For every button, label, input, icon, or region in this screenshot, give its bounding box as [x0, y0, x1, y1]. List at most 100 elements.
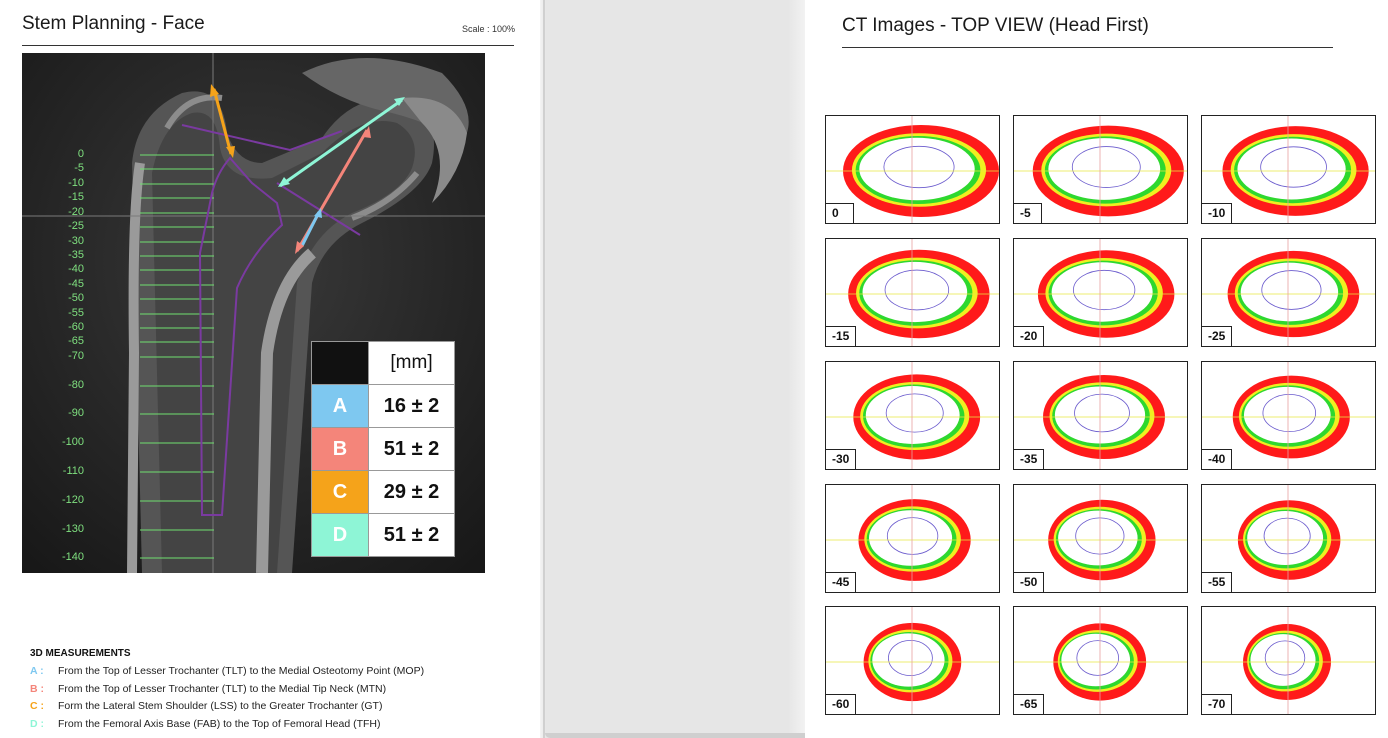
ct-slice-tile: -40 [1201, 361, 1376, 470]
ct-slice-tile: -70 [1201, 606, 1376, 715]
key-b: B [311, 427, 369, 471]
depth-label: -70 [68, 350, 84, 362]
list-item: A : From the Top of Lesser Trochanter (TL… [30, 663, 424, 681]
key-c: C [311, 470, 369, 514]
ct-slice-image [1014, 485, 1187, 592]
ct-slice-label: -15 [826, 326, 857, 346]
unit-header: [mm] [368, 341, 455, 385]
depth-label: -65 [68, 335, 84, 347]
ct-slice-image [1014, 362, 1187, 469]
legend-text-c: Form the Lateral Stem Shoulder (LSS) to … [58, 700, 383, 712]
list-item: D : From the Femoral Axis Base (FAB) to t… [30, 716, 424, 734]
ct-slice-image [826, 239, 999, 346]
depth-scale: 0 -5 -10 -15 -20 -25 -30 -35 -40 -45 -50 -55 -60 -65 -… [22, 53, 92, 573]
ct-slice-label: -55 [1202, 572, 1233, 592]
ct-slice-tile: -50 [1013, 484, 1188, 593]
ct-slice-label: -50 [1014, 572, 1045, 592]
depth-label: -90 [68, 407, 84, 419]
measurements-legend: 3D MEASUREMENTS A : From the Top of Lesse… [30, 648, 424, 733]
ct-slice-label: -40 [1202, 449, 1233, 469]
depth-label: -80 [68, 379, 84, 391]
ct-slice-label: -5 [1014, 203, 1042, 223]
ct-slice-label: -60 [826, 694, 857, 714]
ct-slice-tile: -45 [825, 484, 1000, 593]
title-divider [842, 47, 1333, 48]
depth-label: -45 [68, 278, 84, 290]
depth-label: -120 [61, 494, 84, 506]
depth-label: -25 [68, 220, 84, 232]
depth-label: -60 [68, 321, 84, 333]
value-d: 51 ± 2 [368, 513, 455, 557]
measurements-title: 3D MEASUREMENTS [30, 648, 131, 659]
depth-label: -55 [68, 307, 84, 319]
legend-key-c: C : [30, 700, 44, 712]
ct-slice-label: -35 [1014, 449, 1045, 469]
ct-slice-label: -70 [1202, 694, 1233, 714]
value-b: 51 ± 2 [368, 427, 455, 471]
table-row: C 29 ± 2 [311, 470, 455, 514]
ct-slice-image [1014, 607, 1187, 714]
ct-slice-image [826, 362, 999, 469]
xray-image: 0 -5 -10 -15 -20 -25 -30 -35 -40 -45 -50 -55 -60 -65 -… [22, 53, 485, 573]
ct-slice-tile: -65 [1013, 606, 1188, 715]
ct-slice-label: -10 [1202, 203, 1233, 223]
ct-slice-tile: -60 [825, 606, 1000, 715]
ct-slice-image [1202, 362, 1375, 469]
depth-label: -20 [68, 206, 84, 218]
ct-slice-image [826, 116, 999, 223]
ct-slice-image [1202, 239, 1375, 346]
depth-label: -10 [68, 177, 84, 189]
ct-slice-tile: -55 [1201, 484, 1376, 593]
depth-label: -30 [68, 235, 84, 247]
ct-slice-label: -25 [1202, 326, 1233, 346]
table-row: B 51 ± 2 [311, 427, 455, 471]
ct-slice-image [1014, 239, 1187, 346]
key-d: D [311, 513, 369, 557]
table-row: A 16 ± 2 [311, 384, 455, 428]
left-page: Stem Planning - Face Scale : 100% [0, 0, 540, 738]
legend-text-b: From the Top of Lesser Trochanter (TLT) … [58, 682, 387, 695]
measurement-table: [mm] A 16 ± 2 B 51 ± 2 C 29 ± 2 D 51 ± 2 [311, 341, 455, 557]
legend-key-a: A : [30, 665, 44, 677]
ct-slice-tile: 0 [825, 115, 1000, 224]
depth-label: -35 [68, 249, 84, 261]
femur-xray-drawing [22, 53, 485, 573]
page-title: Stem Planning - Face [22, 13, 205, 34]
ct-slice-label: 0 [826, 203, 854, 223]
depth-label: -15 [68, 191, 84, 203]
ct-slice-label: -65 [1014, 694, 1045, 714]
title-divider [22, 45, 514, 46]
depth-label: 0 [77, 148, 84, 160]
depth-label: -5 [74, 162, 84, 174]
ct-slice-tile: -25 [1201, 238, 1376, 347]
table-row: D 51 ± 2 [311, 513, 455, 557]
ct-slice-image [1202, 485, 1375, 592]
scale-indicator: Scale : 100% [462, 24, 516, 34]
page-shadow [545, 733, 805, 738]
ct-section-title: CT Images - TOP VIEW (Head First) [842, 15, 1149, 36]
depth-label: -140 [61, 551, 84, 563]
depth-label: -40 [68, 263, 84, 275]
depth-label: -100 [61, 436, 84, 448]
ct-slice-tile: -10 [1201, 115, 1376, 224]
depth-label: -50 [68, 292, 84, 304]
ct-slice-tile: -5 [1013, 115, 1188, 224]
legend-key-b: B : [30, 682, 44, 695]
legend-text-d: From the Femoral Axis Base (FAB) to the … [58, 717, 381, 730]
list-item: B : From the Top of Lesser Trochanter (TL… [30, 681, 424, 699]
depth-label: -110 [62, 465, 84, 477]
legend-text-a: From the Top of Lesser Trochanter (TLT) … [58, 665, 425, 677]
ct-slice-label: -20 [1014, 326, 1045, 346]
page-gutter [540, 0, 805, 738]
ct-slice-label: -30 [826, 449, 857, 469]
ct-slice-image [1202, 607, 1375, 714]
page-edge [543, 0, 545, 738]
ct-slice-image [826, 607, 999, 714]
depth-label: -130 [61, 523, 84, 535]
ct-slice-tile: -35 [1013, 361, 1188, 470]
key-a: A [311, 384, 369, 428]
value-a: 16 ± 2 [368, 384, 455, 428]
ct-slice-tile: -30 [825, 361, 1000, 470]
ct-slice-tile: -15 [825, 238, 1000, 347]
list-item: C : Form the Lateral Stem Shoulder (LSS) … [30, 698, 424, 716]
